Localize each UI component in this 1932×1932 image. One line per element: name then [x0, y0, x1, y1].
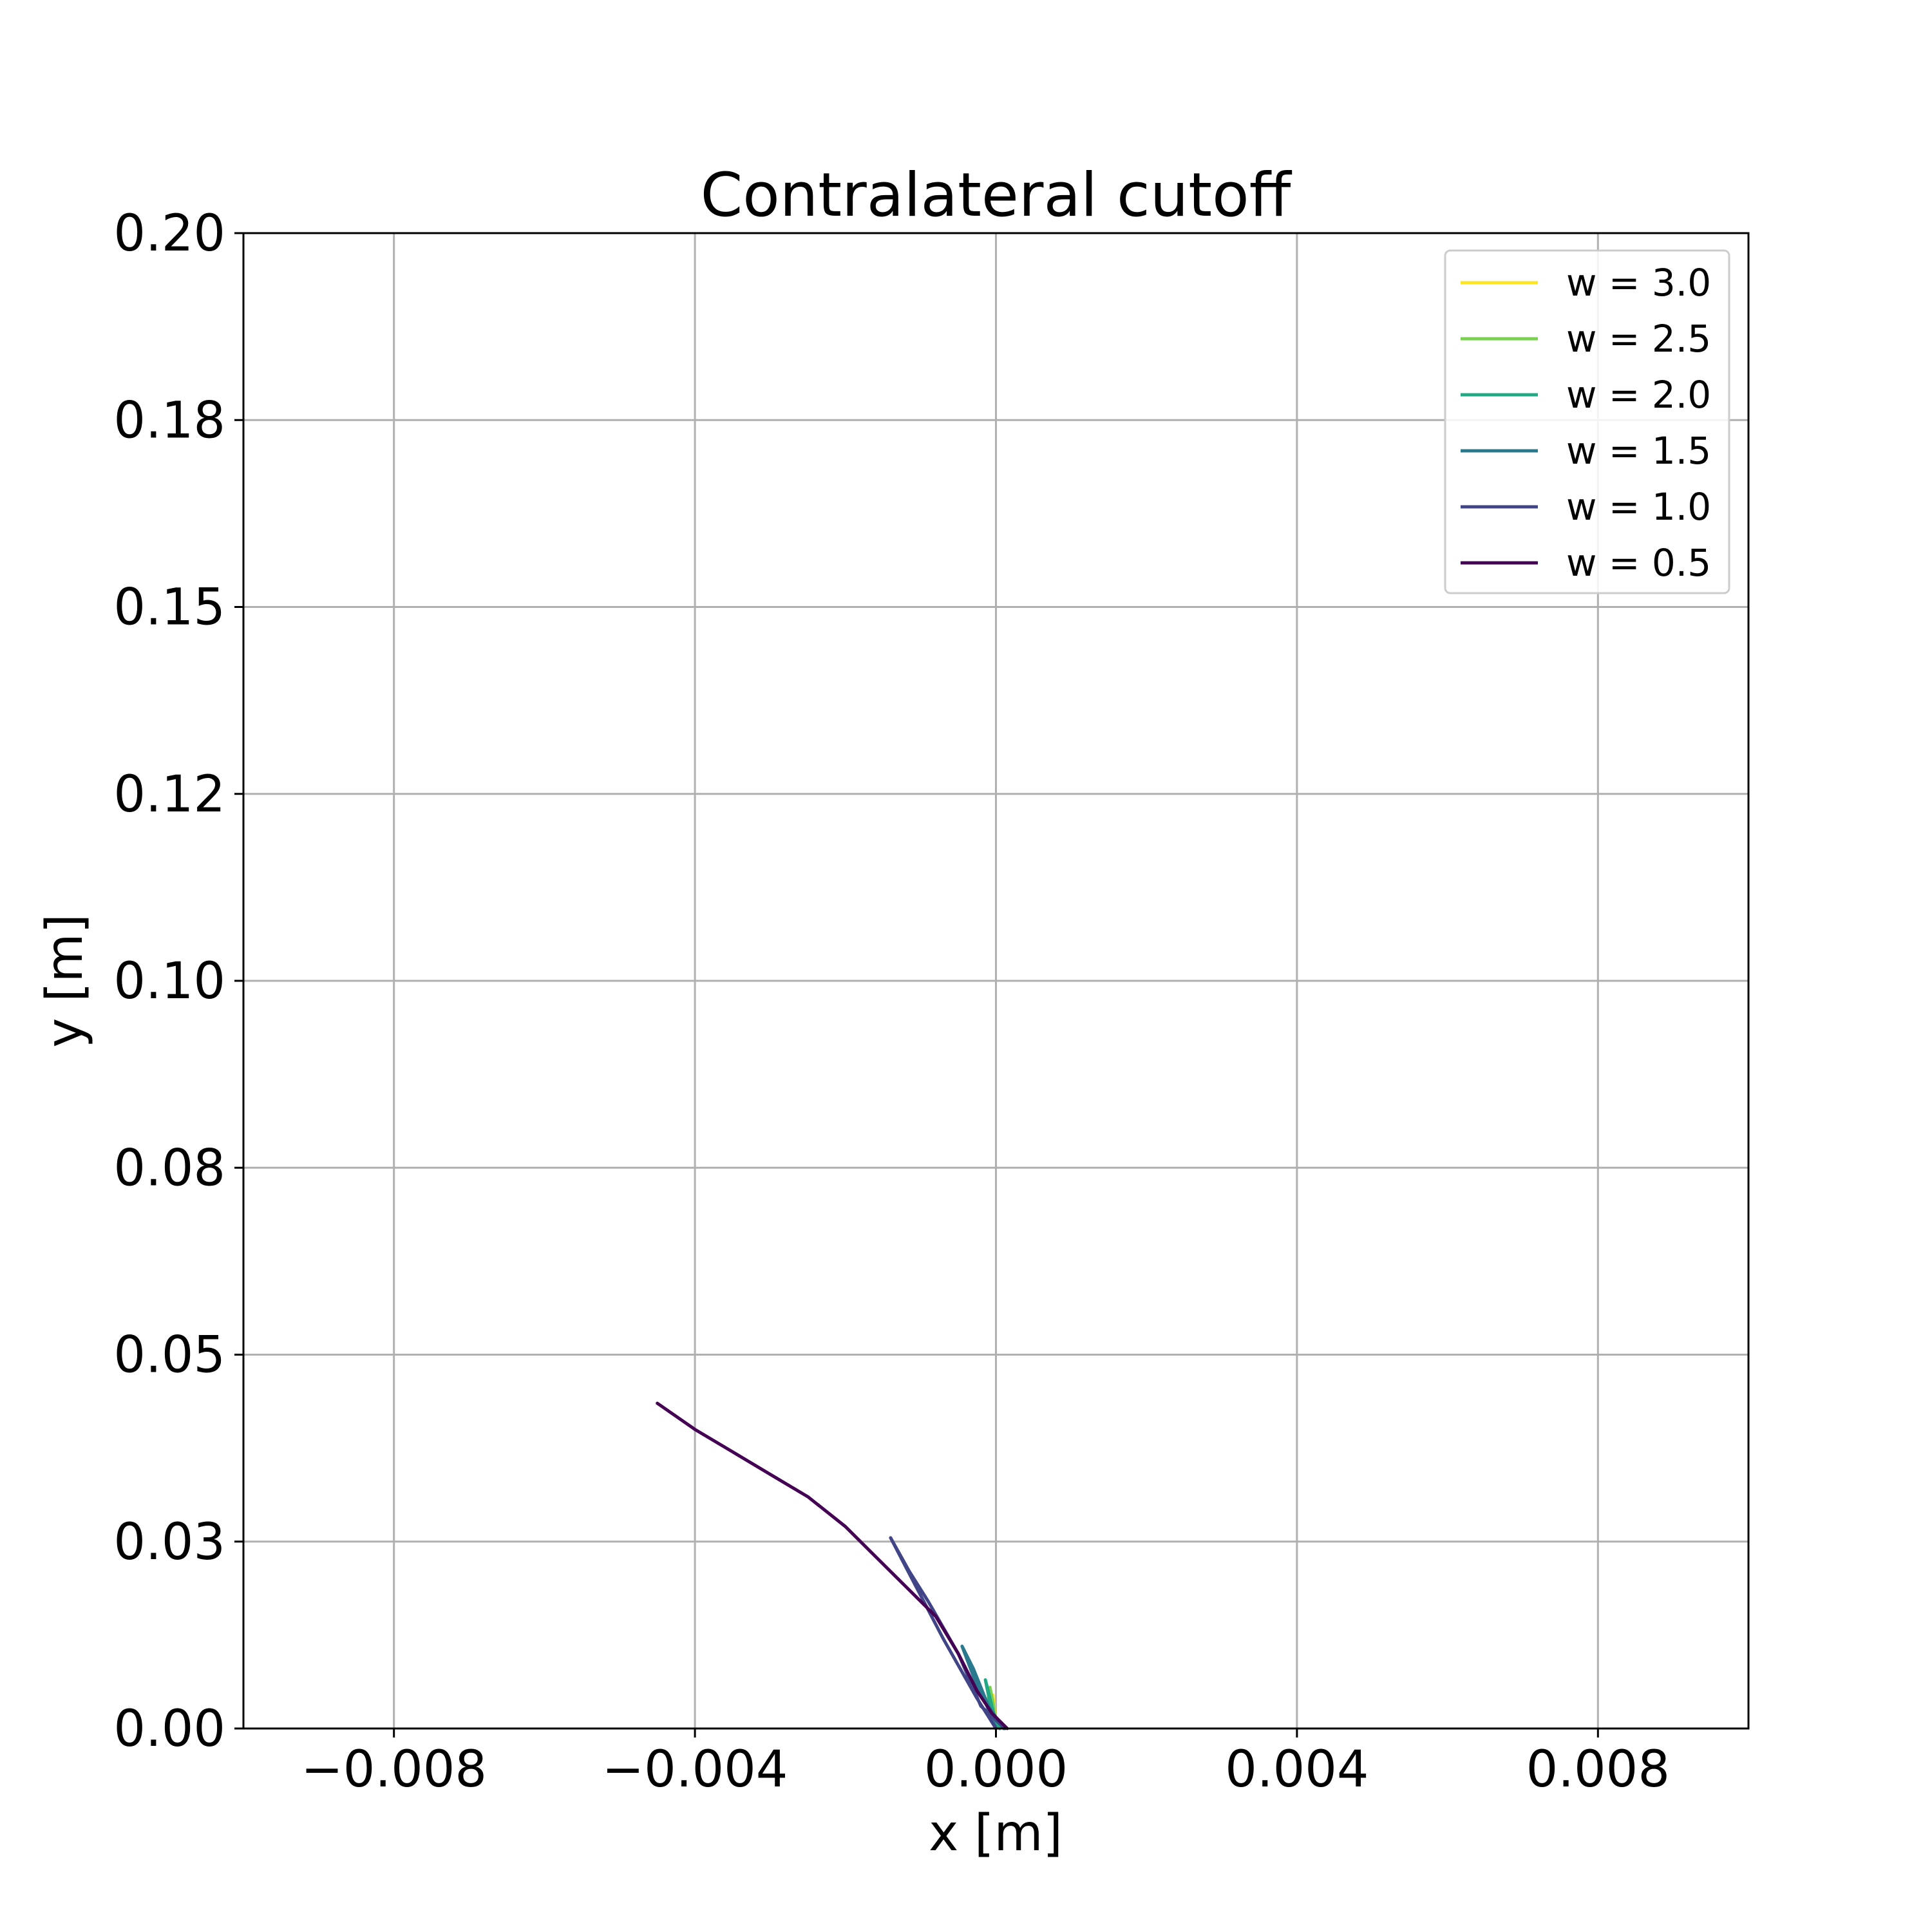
- y-axis-label: y [m]: [36, 914, 94, 1048]
- y-tick-label: 0.08: [113, 1139, 225, 1197]
- x-tick-label: 0.000: [924, 1741, 1068, 1799]
- x-tick-label: 0.008: [1526, 1741, 1670, 1799]
- y-tick-label: 0.15: [113, 579, 225, 637]
- legend-label: w = 0.5: [1566, 541, 1711, 585]
- y-tick-label: 0.10: [113, 952, 225, 1010]
- y-tick-label: 0.05: [113, 1327, 225, 1385]
- y-tick-label: 0.03: [113, 1513, 225, 1571]
- x-tick-label: −0.008: [301, 1741, 487, 1799]
- series-line: [656, 1401, 1009, 1730]
- series-line: [889, 1536, 1007, 1730]
- legend-label: w = 1.5: [1566, 429, 1711, 473]
- chart-title: Contralateral cutoff: [701, 160, 1293, 231]
- axis-ticks: −0.008 −0.004 0.000 0.004 0.008 0.00 0.03 0.05 0…: [113, 205, 1670, 1799]
- legend-label: w = 1.0: [1566, 485, 1711, 529]
- series-lines: [656, 1401, 1009, 1730]
- legend-label: w = 2.5: [1566, 317, 1711, 361]
- legend-label: w = 3.0: [1566, 261, 1711, 305]
- x-tick-label: 0.004: [1225, 1741, 1368, 1799]
- x-tick-label: −0.004: [602, 1741, 788, 1799]
- y-tick-label: 0.18: [113, 392, 225, 450]
- legend-label: w = 2.0: [1566, 373, 1711, 417]
- y-tick-label: 0.12: [113, 766, 225, 824]
- legend: w = 3.0 w = 2.5 w = 2.0 w = 1.5 w = 1.0 w = 0…: [1444, 249, 1730, 594]
- y-tick-label: 0.20: [113, 205, 225, 263]
- x-axis-label: x [m]: [929, 1804, 1063, 1862]
- y-tick-label: 0.00: [113, 1700, 225, 1758]
